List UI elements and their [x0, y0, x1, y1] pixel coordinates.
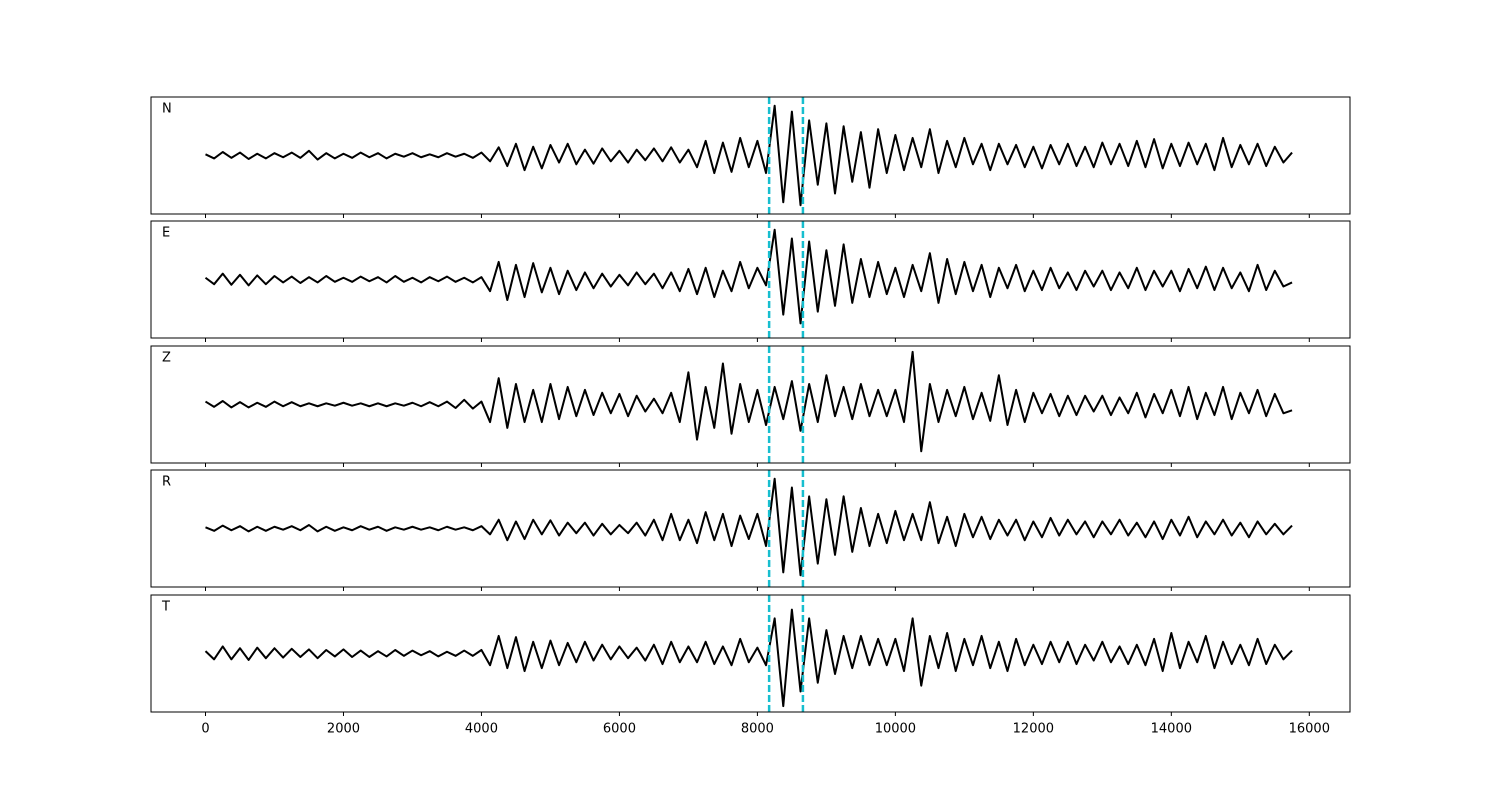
panel-frame	[150, 594, 1351, 713]
trace	[204, 350, 1293, 453]
x-tick-label: 0	[201, 722, 209, 737]
panel-label: Z	[162, 351, 171, 366]
x-tick-label: 8000	[741, 722, 774, 737]
x-tick-label: 10000	[875, 722, 916, 737]
trace	[204, 228, 1293, 325]
panel-label: R	[162, 475, 171, 490]
panel-frame	[150, 345, 1351, 464]
trace	[204, 608, 1293, 708]
panel-frame	[150, 96, 1351, 215]
panel-label: E	[162, 226, 170, 241]
x-tick-label: 14000	[1151, 722, 1192, 737]
x-tick-label: 16000	[1289, 722, 1330, 737]
x-tick-label: 6000	[603, 722, 636, 737]
x-tick-label: 2000	[327, 722, 360, 737]
trace	[205, 104, 1293, 207]
trace	[205, 477, 1293, 577]
panel-frame	[150, 469, 1351, 588]
panel-label: T	[161, 600, 170, 615]
x-tick-label: 4000	[465, 722, 498, 737]
panel-frame	[150, 220, 1351, 339]
x-tick-label: 12000	[1013, 722, 1054, 737]
panel-label: N	[162, 102, 172, 117]
